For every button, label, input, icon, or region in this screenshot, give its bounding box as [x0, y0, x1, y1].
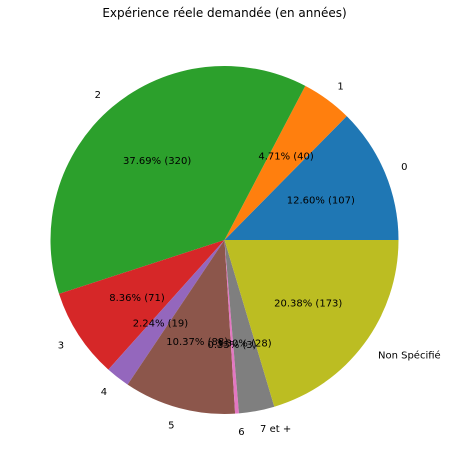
slice-label-6: 6 — [238, 427, 244, 438]
pie-slice-6 — [224, 240, 239, 414]
slice-percent-7-et: 3.30% (28) — [216, 339, 272, 350]
percent-labels: 12.60% (107) 4.71% (40) 37.69% (320) 8.36% … — [109, 152, 355, 351]
slice-label-non-specifie: Non Spécifié — [378, 349, 441, 361]
slice-label-5: 5 — [168, 421, 174, 432]
slice-percent-3: 8.36% (71) — [109, 293, 165, 304]
category-labels: 0 1 2 3 4 5 6 7 et + Non Spécifié — [58, 81, 441, 437]
pie-slice-7-et — [224, 240, 275, 414]
pie-slice-non-specifie — [224, 240, 399, 407]
slice-percent-2: 37.69% (320) — [123, 156, 191, 167]
slice-percent-4: 2.24% (19) — [133, 318, 189, 329]
pie-slice-1 — [224, 85, 347, 240]
slice-percent-non-specifie: 20.38% (173) — [274, 298, 342, 309]
slice-percent-0: 12.60% (107) — [287, 196, 355, 207]
slice-percent-5: 10.37% (88) — [166, 337, 228, 348]
slice-label-4: 4 — [101, 387, 107, 398]
pie-slice-4 — [108, 240, 225, 385]
slice-percent-1: 4.71% (40) — [258, 152, 314, 163]
pie-slices — [50, 66, 399, 414]
pie-slice-3 — [59, 240, 225, 370]
slice-label-0: 0 — [401, 162, 407, 173]
slice-label-1: 1 — [337, 81, 343, 92]
pie-slice-5 — [127, 240, 236, 414]
slice-label-2: 2 — [95, 90, 101, 101]
pie-slice-2 — [50, 66, 306, 294]
slice-label-3: 3 — [58, 340, 64, 351]
slice-label-7-et: 7 et + — [260, 424, 291, 435]
pie-slice-0 — [224, 116, 399, 240]
chart-title: Expérience réele demandée (en années) — [102, 6, 346, 20]
slice-percent-6: 0.35% (3) — [207, 340, 256, 351]
